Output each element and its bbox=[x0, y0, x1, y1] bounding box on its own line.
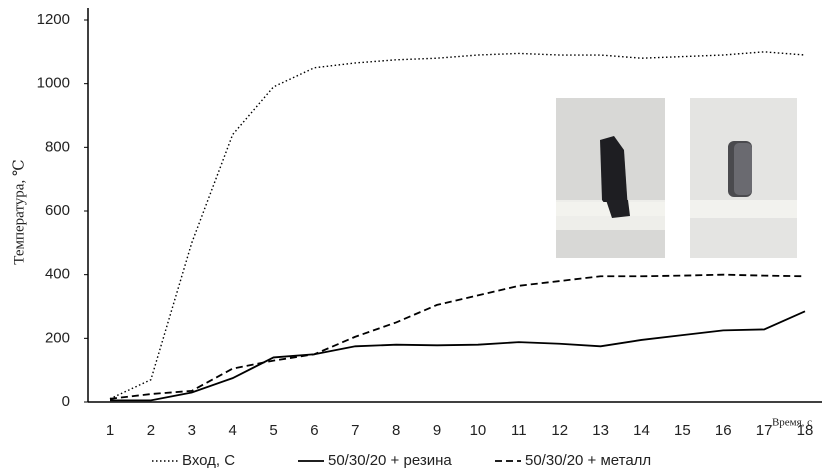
x-tick-label: 18 bbox=[797, 422, 814, 439]
y-tick-label: 0 bbox=[62, 393, 70, 410]
x-tick-label: 1 bbox=[106, 422, 114, 439]
y-tick-label: 600 bbox=[45, 202, 70, 219]
x-tick-label: 9 bbox=[433, 422, 441, 439]
photo-right bbox=[690, 98, 797, 258]
y-tick-label: 1000 bbox=[37, 75, 70, 92]
x-tick-label: 4 bbox=[228, 422, 236, 439]
x-tick-label: 5 bbox=[269, 422, 277, 439]
line-series bbox=[109, 273, 806, 400]
x-tick-label: 15 bbox=[674, 422, 691, 439]
legend-label: 50/30/20 + резина bbox=[328, 452, 452, 469]
x-tick-label: 11 bbox=[511, 422, 527, 439]
line-series bbox=[110, 310, 806, 402]
y-tick-label: 1200 bbox=[37, 11, 70, 28]
x-tick-label: 17 bbox=[756, 422, 773, 439]
x-tick-label: 12 bbox=[551, 422, 568, 439]
photo-left bbox=[556, 98, 665, 258]
y-tick-label: 200 bbox=[45, 329, 70, 346]
legend-label: 50/30/20 + металл bbox=[525, 452, 651, 469]
x-tick-label: 7 bbox=[351, 422, 359, 439]
x-tick-label: 14 bbox=[633, 422, 650, 439]
y-tick-label: 800 bbox=[45, 138, 70, 155]
x-axis-label: Время, с bbox=[772, 417, 812, 429]
x-tick-label: 2 bbox=[147, 422, 155, 439]
x-tick-label: 10 bbox=[470, 422, 487, 439]
x-tick-label: 16 bbox=[715, 422, 732, 439]
x-tick-label: 3 bbox=[188, 422, 196, 439]
x-tick-label: 8 bbox=[392, 422, 400, 439]
legend-label: Вход, С bbox=[182, 452, 235, 469]
x-tick-label: 6 bbox=[310, 422, 318, 439]
line-series bbox=[109, 51, 806, 400]
x-tick-label: 13 bbox=[592, 422, 609, 439]
y-axis-label: Температура, ℃ bbox=[11, 159, 27, 265]
y-tick-label: 400 bbox=[45, 266, 70, 283]
